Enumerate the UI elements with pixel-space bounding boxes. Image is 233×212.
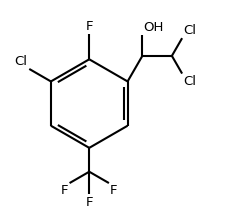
Text: Cl: Cl: [183, 75, 196, 88]
Text: Cl: Cl: [14, 55, 27, 68]
Text: Cl: Cl: [183, 24, 196, 37]
Text: F: F: [61, 184, 69, 197]
Text: F: F: [86, 20, 93, 33]
Text: F: F: [86, 195, 93, 209]
Text: OH: OH: [144, 21, 164, 34]
Text: F: F: [110, 184, 118, 197]
